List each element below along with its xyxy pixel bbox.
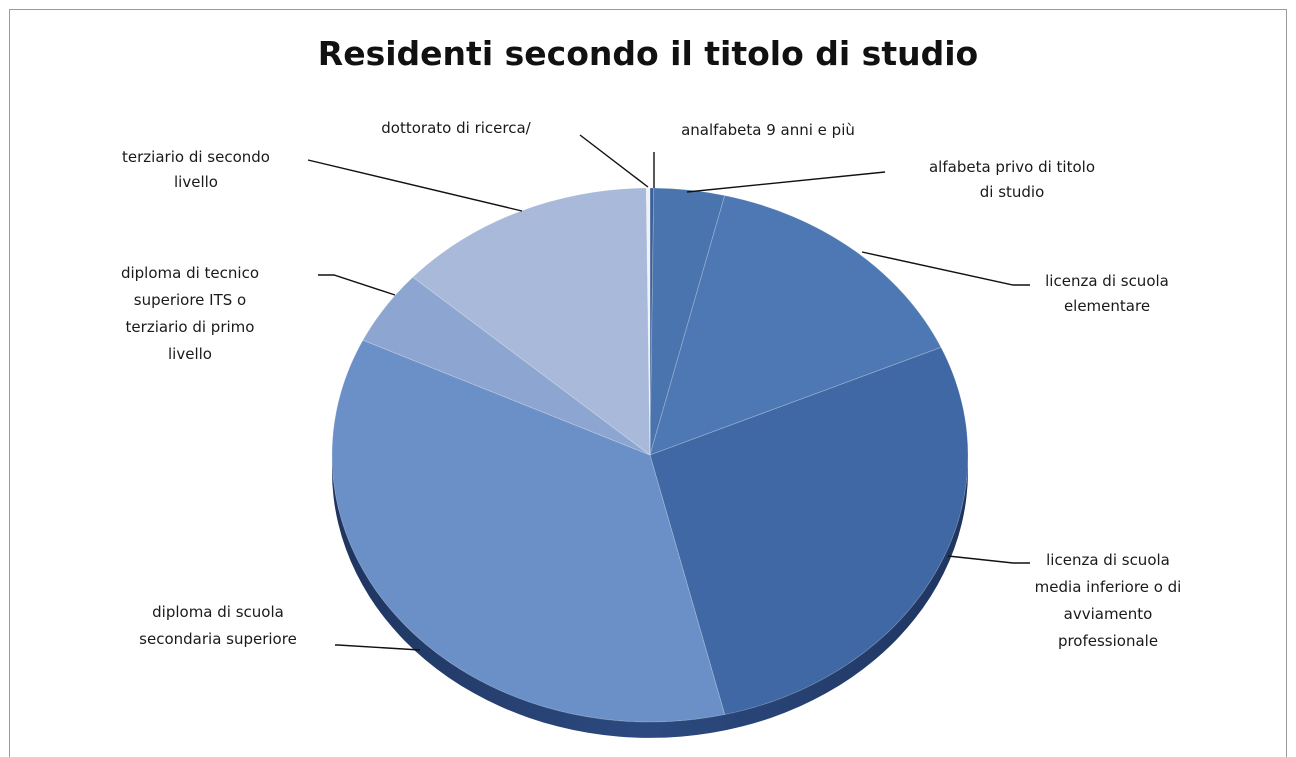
- leader-line: [861, 251, 1030, 286]
- slice-label-media: licenza di scuola media inferiore o di avv…: [1035, 551, 1182, 650]
- slice-label-secondaria: diploma di scuola secondaria superiore: [139, 603, 297, 648]
- slice-label-line: diploma di tecnico: [121, 264, 259, 282]
- leader-line: [307, 159, 523, 212]
- leader-line: [686, 171, 886, 193]
- chart-frame: [9, 9, 1287, 757]
- slice-label-line: professionale: [1058, 632, 1158, 650]
- slice-label-line: secondaria superiore: [139, 630, 297, 648]
- slice-label-line: diploma di scuola: [152, 603, 284, 621]
- slice-label-terziario2: terziario di secondo livello: [122, 148, 270, 191]
- slice-label-line: dottorato di ricerca/: [381, 119, 531, 137]
- slice-label-elementare: licenza di scuola elementare: [1045, 272, 1169, 315]
- slice-label-alfabeta: alfabeta privo di titolo di studio: [929, 158, 1095, 201]
- leader-lines: [307, 134, 1030, 651]
- leader-line: [335, 644, 421, 651]
- slice-labels: analfabeta 9 anni e più alfabeta privo di…: [121, 119, 1181, 650]
- slice-label-line: livello: [168, 345, 212, 363]
- slice-label-line: alfabeta privo di titolo: [929, 158, 1095, 176]
- slice-label-line: licenza di scuola: [1046, 551, 1170, 569]
- slice-label-line: superiore ITS o: [134, 291, 246, 309]
- slice-label-line: livello: [174, 173, 218, 191]
- slice-label-line: analfabeta 9 anni e più: [681, 121, 855, 139]
- pie-slice: [412, 187, 651, 456]
- slice-label-its: diploma di tecnico superiore ITS o terziar…: [121, 264, 259, 363]
- pie-slice: [649, 187, 726, 456]
- slice-label-line: di studio: [980, 183, 1045, 201]
- pie-slice: [362, 276, 651, 456]
- slice-label-line: terziario di secondo: [122, 148, 270, 166]
- leader-line: [947, 555, 1030, 564]
- slice-label-dottorato: dottorato di ricerca/: [381, 119, 531, 137]
- pie-slices: [331, 187, 969, 723]
- leader-line: [318, 274, 396, 296]
- slice-label-line: elementare: [1064, 297, 1150, 315]
- slice-label-line: terziario di primo: [126, 318, 255, 336]
- pie-slice: [645, 187, 651, 456]
- leader-line: [579, 134, 649, 188]
- slice-label-line: avviamento: [1064, 605, 1153, 623]
- pie-slice: [649, 187, 655, 456]
- slice-label-analfabeta: analfabeta 9 anni e più: [681, 121, 855, 139]
- slice-label-line: media inferiore o di: [1035, 578, 1182, 596]
- pie-slice: [649, 346, 969, 715]
- pie-slice: [649, 195, 942, 456]
- pie-slice: [331, 339, 726, 723]
- slice-label-line: licenza di scuola: [1045, 272, 1169, 290]
- chart-title: Residenti secondo il titolo di studio: [317, 34, 979, 73]
